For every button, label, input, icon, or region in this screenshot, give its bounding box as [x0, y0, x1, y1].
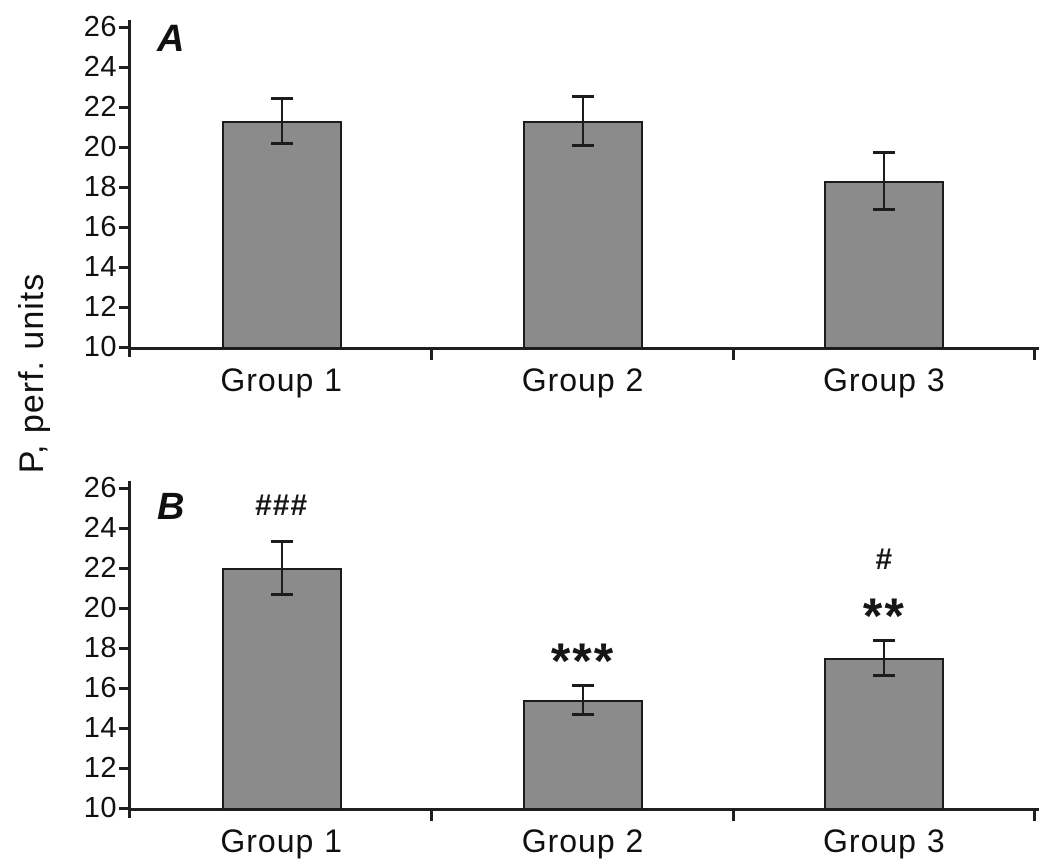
y-tick-label: 24	[83, 51, 117, 83]
y-tick-label: 12	[83, 291, 117, 323]
error-bar	[270, 540, 293, 596]
error-bar-line	[280, 540, 283, 596]
category-label: Group 1	[220, 362, 343, 398]
y-tick	[119, 607, 128, 610]
error-bar-cap-top	[572, 684, 594, 687]
error-bar-cap-top	[873, 639, 896, 642]
bar	[221, 568, 342, 810]
y-tick-label: 12	[83, 752, 117, 784]
y-tick	[119, 807, 128, 810]
category-label: Group 2	[521, 823, 645, 859]
error-bar	[873, 639, 896, 677]
error-bar-cap-bottom	[270, 593, 293, 596]
y-tick-label: 16	[83, 211, 117, 243]
y-tick-label: 14	[83, 712, 117, 744]
error-bar-cap-top	[572, 95, 594, 98]
y-tick	[119, 26, 128, 29]
x-tick	[732, 350, 735, 360]
error-bar-cap-top	[270, 540, 293, 543]
y-tick-label: 20	[83, 592, 117, 624]
y-tick	[119, 727, 128, 730]
error-bar	[572, 684, 594, 716]
category-label: Group 3	[823, 823, 946, 859]
significance-annotation: ###	[255, 489, 309, 522]
bar	[523, 700, 643, 810]
category-label: Group 1	[220, 823, 343, 859]
error-bar-cap-bottom	[572, 713, 594, 716]
y-tick-label: 22	[83, 552, 117, 584]
error-bar-line	[280, 97, 283, 145]
y-tick	[119, 527, 128, 530]
y-tick	[119, 687, 128, 690]
error-bar-cap-top	[873, 151, 896, 154]
significance-annotation: ***	[550, 633, 616, 689]
x-tick	[1033, 350, 1036, 360]
category-label: Group 3	[823, 362, 946, 398]
y-tick	[119, 146, 128, 149]
y-tick-label: 14	[83, 251, 117, 283]
y-tick	[119, 306, 128, 309]
error-bar-line	[883, 639, 886, 677]
y-tick	[119, 266, 128, 269]
y-tick-label: 24	[83, 512, 117, 544]
x-tick	[430, 811, 433, 821]
error-bar	[270, 97, 293, 145]
error-bar-line	[883, 151, 886, 211]
error-bar-cap-bottom	[572, 144, 594, 147]
bar	[523, 121, 643, 349]
error-bar-cap-bottom	[270, 142, 293, 145]
y-tick-label: 18	[83, 632, 117, 664]
significance-annotation: **	[862, 588, 906, 644]
y-tick-label: 10	[83, 792, 117, 824]
y-tick-label: 26	[83, 472, 117, 504]
y-tick	[119, 346, 128, 349]
y-tick-label: 16	[83, 672, 117, 704]
error-bar-cap-top	[270, 97, 293, 100]
category-label: Group 2	[521, 362, 645, 398]
y-tick	[119, 487, 128, 490]
x-tick	[732, 811, 735, 821]
y-axis	[128, 481, 131, 818]
y-tick-label: 22	[83, 91, 117, 123]
panel-letter: B	[157, 486, 186, 528]
error-bar-line	[582, 95, 584, 147]
error-bar-line	[582, 684, 584, 716]
y-tick	[119, 567, 128, 570]
y-tick	[119, 186, 128, 189]
y-tick-label: 18	[83, 171, 117, 203]
y-tick	[119, 767, 128, 770]
y-tick	[119, 226, 128, 229]
error-bar-cap-bottom	[873, 208, 896, 211]
x-tick	[1033, 811, 1036, 821]
error-bar-cap-bottom	[873, 674, 896, 677]
x-tick	[430, 350, 433, 360]
error-bar	[873, 151, 896, 211]
bar	[824, 658, 945, 810]
y-tick	[119, 106, 128, 109]
y-tick-label: 26	[83, 11, 117, 43]
significance-annotation: #	[875, 543, 894, 576]
y-tick-label: 20	[83, 131, 117, 163]
error-bar	[572, 95, 594, 147]
y-tick-label: 10	[83, 331, 117, 363]
y-tick	[119, 647, 128, 650]
y-axis	[128, 20, 131, 357]
panel-letter: A	[157, 18, 186, 60]
y-tick	[119, 66, 128, 69]
